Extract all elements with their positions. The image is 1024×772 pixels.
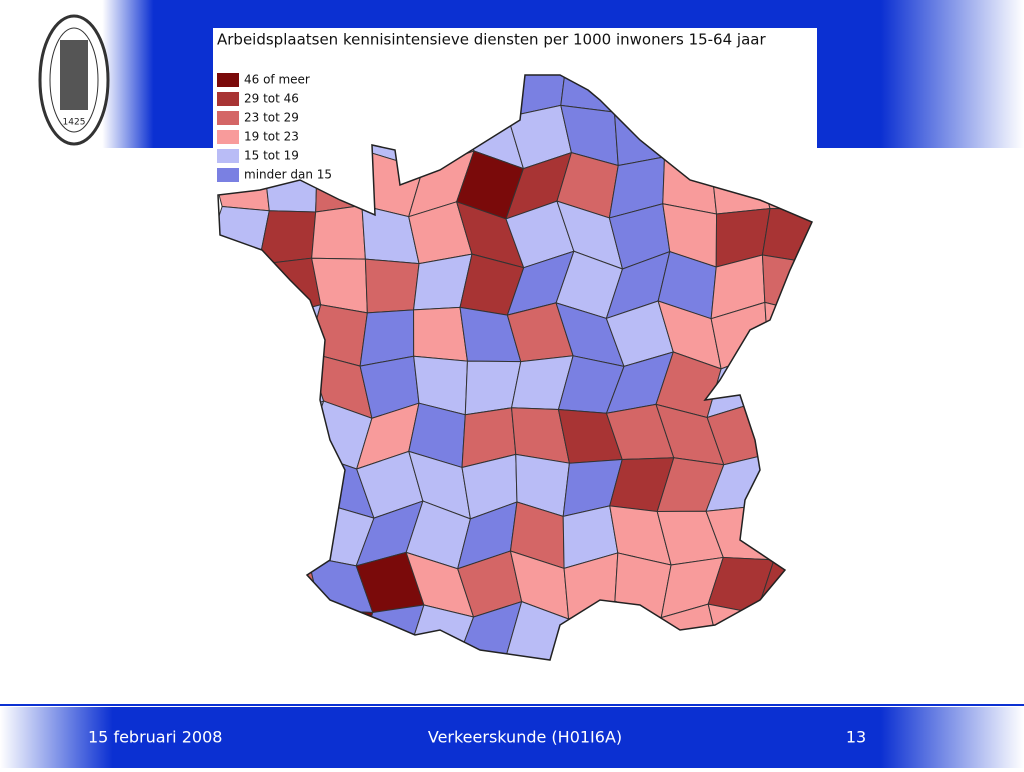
legend-label: 46 of meer	[244, 73, 310, 87]
legend-label: 15 tot 19	[244, 149, 299, 163]
legend-swatch	[217, 92, 239, 106]
footer-course: Verkeerskunde (H01I6A)	[428, 728, 622, 747]
legend-swatch	[217, 149, 239, 163]
legend-label: 23 tot 29	[244, 111, 299, 125]
legend-label: minder dan 15	[244, 168, 332, 182]
footer-band	[0, 707, 1024, 768]
legend-swatch	[217, 168, 239, 182]
legend-label: 19 tot 23	[244, 130, 299, 144]
map-title: Arbeidsplaatsen kennisintensieve dienste…	[217, 31, 766, 49]
logo-year: 1425	[63, 118, 86, 128]
legend-swatch	[217, 130, 239, 144]
legend-swatch	[217, 73, 239, 87]
region	[311, 204, 366, 260]
region	[413, 306, 469, 362]
footer-page: 13	[846, 728, 866, 747]
legend: 46 of meer 29 tot 46 23 tot 29 19 tot 23 15 …	[217, 73, 332, 182]
legend-label: 29 tot 46	[244, 92, 299, 106]
footer-date: 15 februari 2008	[88, 728, 222, 747]
logo: 1425	[38, 14, 110, 146]
region	[364, 258, 420, 314]
legend-swatch	[217, 111, 239, 125]
